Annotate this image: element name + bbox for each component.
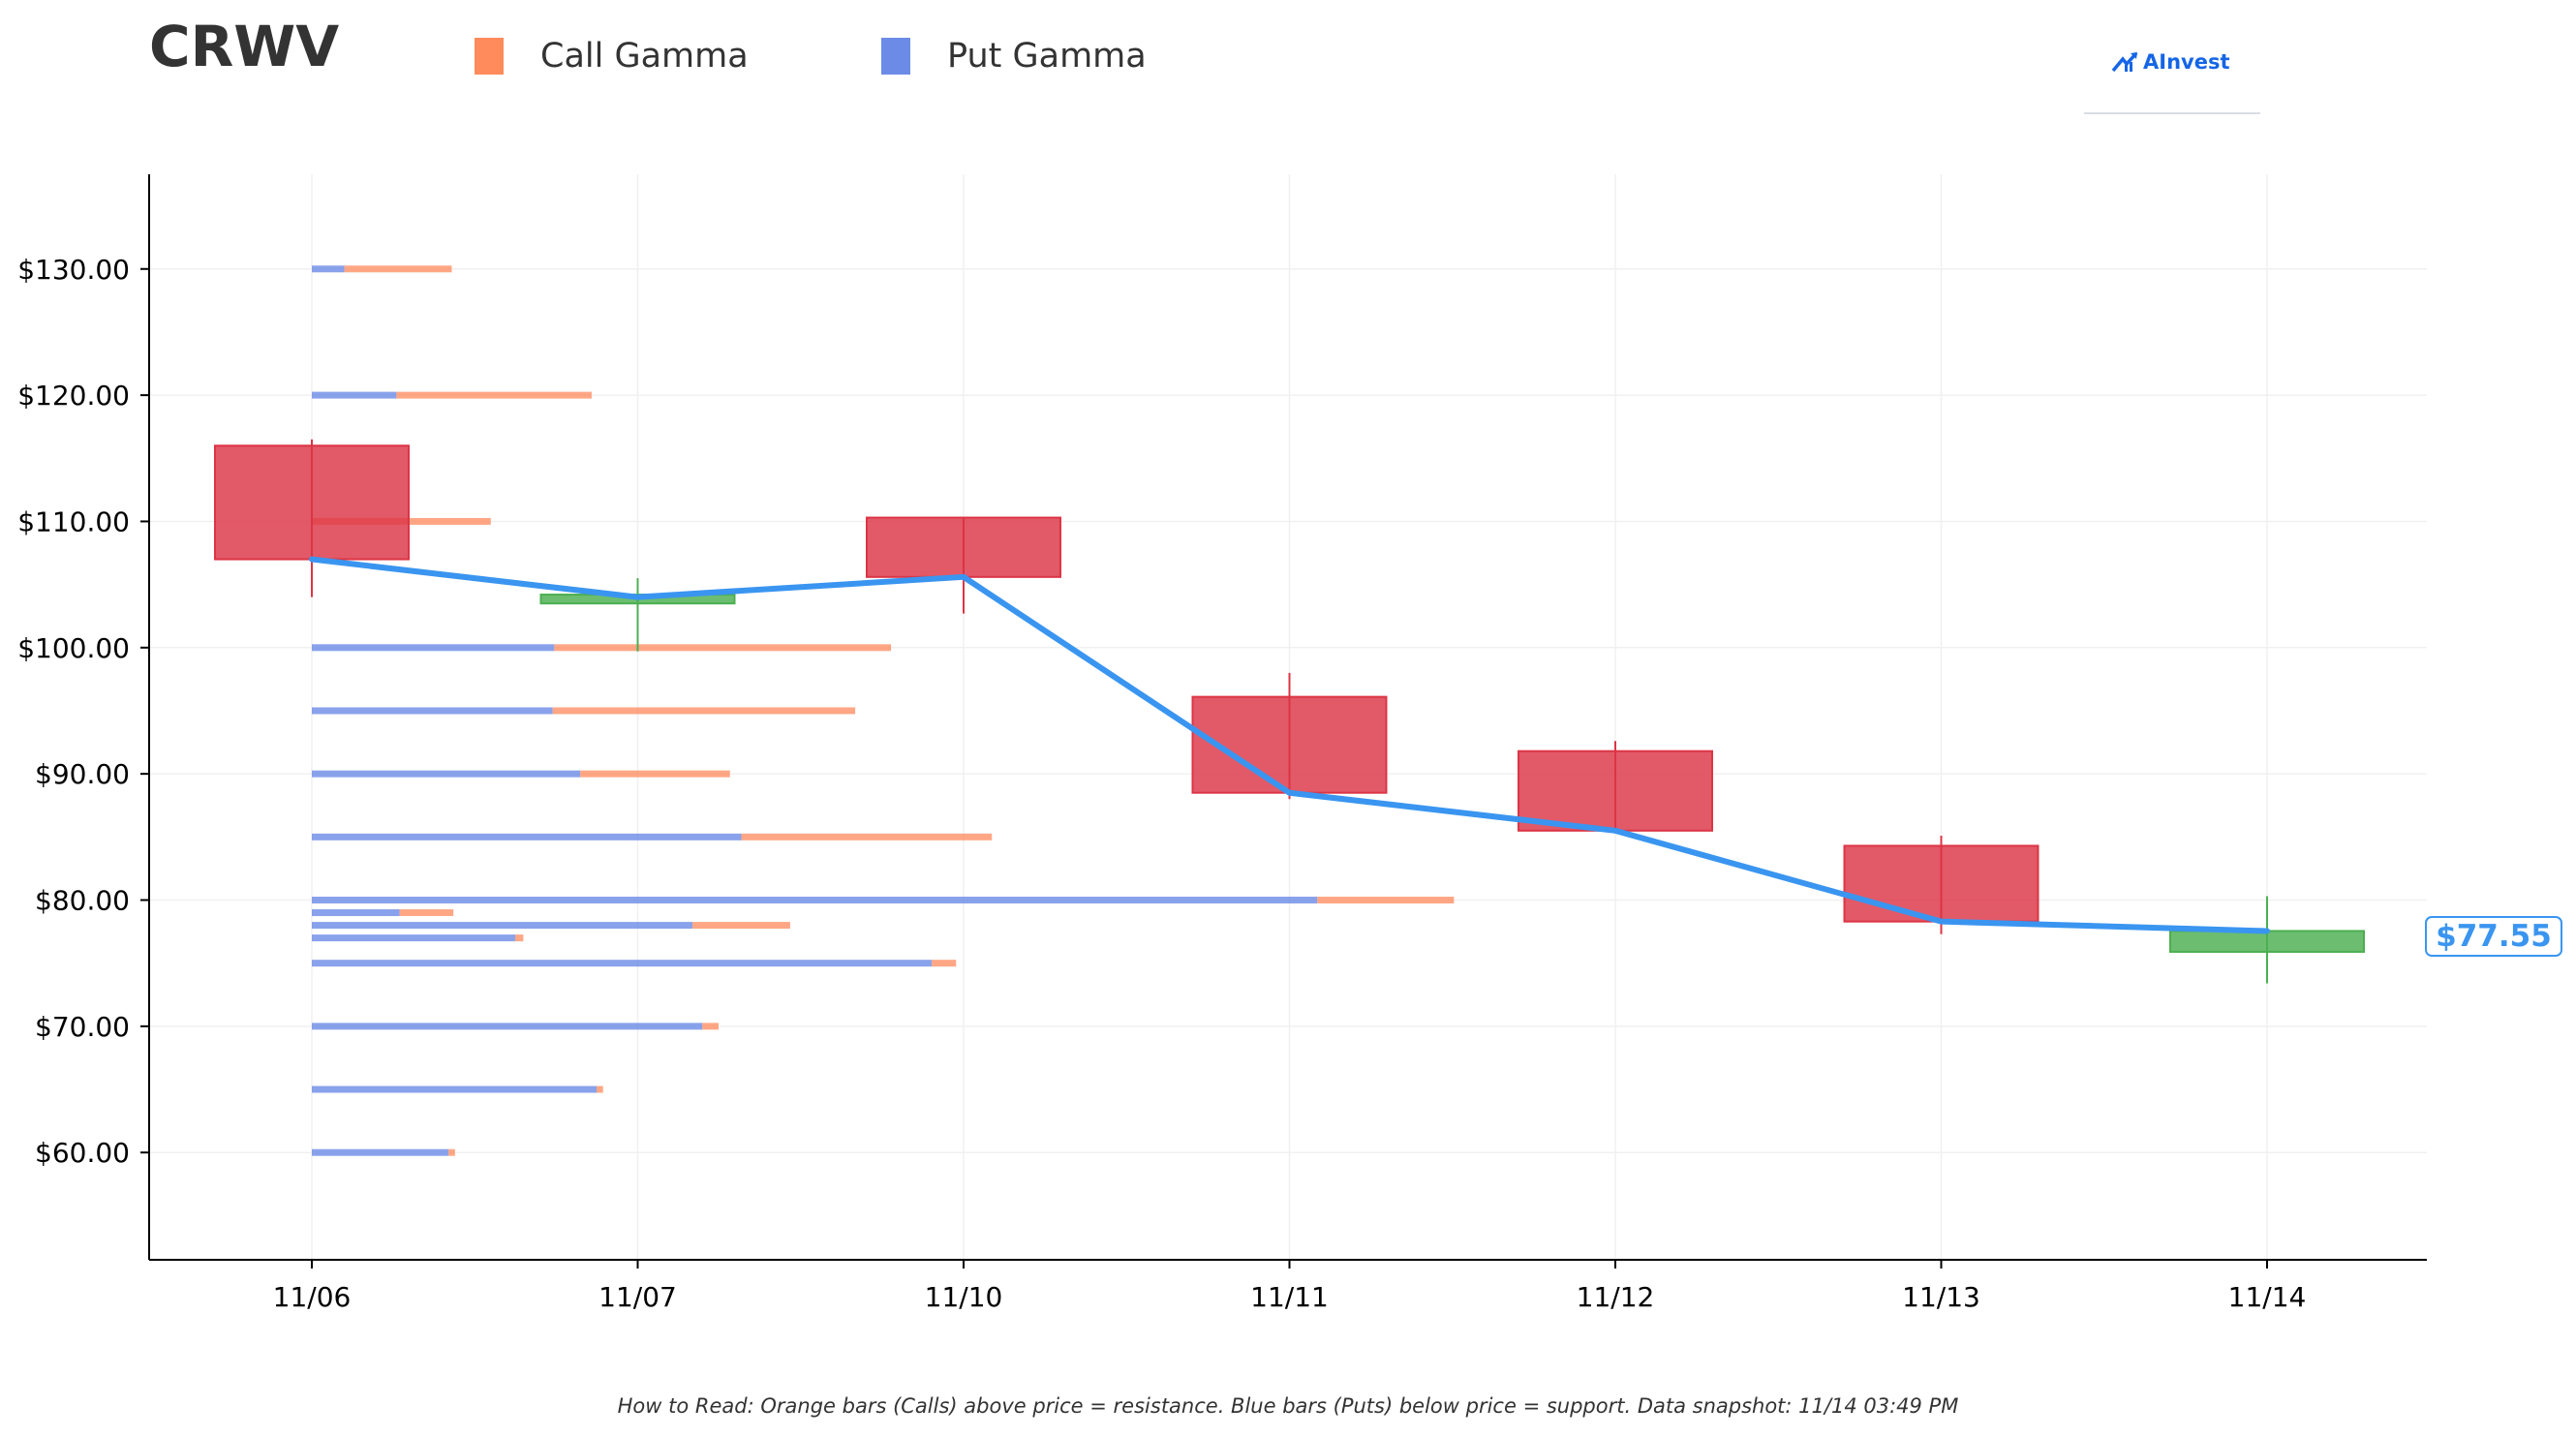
put-gamma-bar-13	[312, 1085, 597, 1093]
x-tick-label-0: 11/06	[273, 1281, 352, 1313]
put-gamma-bar-5	[312, 770, 581, 778]
put-gamma-bar-8	[312, 909, 400, 917]
candle-body-5	[1843, 844, 2039, 923]
call-gamma-bar-5	[580, 770, 730, 778]
candle-body-4	[1518, 749, 1713, 832]
put-gamma-bar-0	[312, 265, 345, 273]
call-gamma-bar-4	[552, 707, 856, 715]
call-gamma-bar-7	[1317, 897, 1455, 904]
call-gamma-bar-12	[702, 1023, 719, 1030]
put-gamma-bar-7	[312, 897, 1318, 904]
how-to-read-note: How to Read: Orange bars (Calls) above p…	[617, 1394, 1959, 1418]
call-gamma-bar-9	[692, 922, 790, 930]
x-tick-label-1: 11/07	[598, 1281, 677, 1313]
y-tick-label-0: $60.00	[35, 1137, 130, 1169]
put-gamma-bar-3	[312, 644, 555, 652]
legend-label-call-gamma: Call Gamma	[540, 37, 749, 76]
ticker-title: CRWV	[149, 14, 340, 79]
legend-label-put-gamma: Put Gamma	[947, 37, 1147, 76]
put-gamma-bar-1	[312, 391, 397, 399]
call-gamma-bar-10	[515, 934, 524, 942]
call-gamma-bar-13	[597, 1085, 603, 1093]
current-price-badge: $77.55	[2425, 916, 2562, 957]
candle-body-2	[866, 516, 1061, 578]
y-tick-label-2: $80.00	[35, 885, 130, 917]
put-gamma-bar-6	[312, 833, 742, 841]
ainvest-logo-icon	[2111, 51, 2138, 73]
put-gamma-bar-4	[312, 707, 553, 715]
put-gamma-bar-11	[312, 960, 933, 967]
x-tick-label-3: 11/11	[1250, 1281, 1329, 1313]
x-tick-label-6: 11/14	[2228, 1281, 2307, 1313]
call-gamma-bar-11	[932, 960, 957, 967]
candle-body-6	[2169, 930, 2365, 953]
put-gamma-bar-12	[312, 1023, 703, 1030]
legend-call-gamma: Call Gamma	[475, 37, 749, 76]
y-tick-label-6: $120.00	[17, 380, 130, 412]
x-tick-label-5: 11/13	[1902, 1281, 1980, 1313]
brand-name: AInvest	[2143, 50, 2230, 74]
axes: $60.00 $70.00 $80.00 $90.00 $100.00 $110.00 $1…	[17, 174, 2427, 1313]
y-tick-label-3: $90.00	[35, 758, 130, 790]
call-gamma-bar-0	[344, 265, 452, 273]
candle-body-3	[1191, 695, 1388, 794]
candle-body-0	[214, 444, 410, 561]
x-tick-label-4: 11/12	[1577, 1281, 1655, 1313]
put-gamma-bar-9	[312, 922, 693, 930]
call-gamma-bar-8	[399, 909, 454, 917]
call-gamma-bar-1	[396, 391, 592, 399]
y-tick-label-5: $110.00	[17, 505, 130, 537]
call-gamma-bar-14	[448, 1148, 455, 1156]
price-line	[309, 556, 2270, 934]
put-gamma-swatch	[881, 38, 910, 75]
y-tick-label-4: $100.00	[17, 632, 130, 664]
y-tick-label-1: $70.00	[35, 1011, 130, 1043]
x-tick-label-2: 11/10	[925, 1281, 1003, 1313]
legend-put-gamma: Put Gamma	[881, 37, 1147, 76]
ainvest-logo: AInvest	[2084, 46, 2260, 114]
call-gamma-swatch	[475, 38, 504, 75]
price-line-layer	[309, 556, 2270, 934]
put-gamma-bar-14	[312, 1148, 449, 1156]
y-tick-label-7: $130.00	[17, 254, 130, 286]
put-gamma-bar-10	[312, 934, 515, 942]
call-gamma-bar-3	[554, 644, 892, 652]
call-gamma-bar-6	[741, 833, 993, 841]
